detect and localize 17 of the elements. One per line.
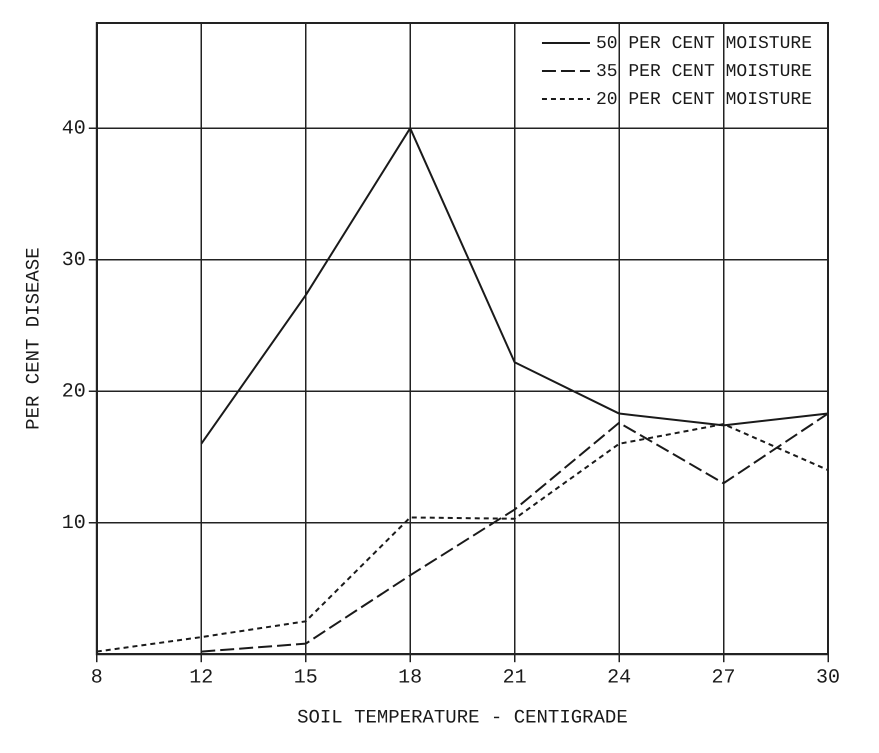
y-tick-label: 30 xyxy=(62,248,86,272)
x-tick-label: 15 xyxy=(294,666,318,690)
x-tick-label: 27 xyxy=(712,666,736,690)
y-tick-label: 10 xyxy=(62,512,86,535)
x-tick-label: 21 xyxy=(502,666,527,690)
y-tick-label: 40 xyxy=(62,117,86,140)
x-tick-label: 30 xyxy=(816,666,840,690)
x-tick-label: 24 xyxy=(607,666,632,690)
x-tick-label: 18 xyxy=(398,666,422,690)
x-tick-label: 12 xyxy=(189,666,214,690)
legend-label: 50 PER CENT MOISTURE xyxy=(596,34,812,54)
y-axis-title: PER CENT DISEASE xyxy=(22,247,44,430)
y-tick-label: 20 xyxy=(62,380,86,404)
x-tick-label: 8 xyxy=(90,666,103,690)
legend-label: 35 PER CENT MOISTURE xyxy=(596,62,812,82)
x-axis-title: SOIL TEMPERATURE - CENTIGRADE xyxy=(297,706,628,729)
legend-label: 20 PER CENT MOISTURE xyxy=(596,90,812,110)
